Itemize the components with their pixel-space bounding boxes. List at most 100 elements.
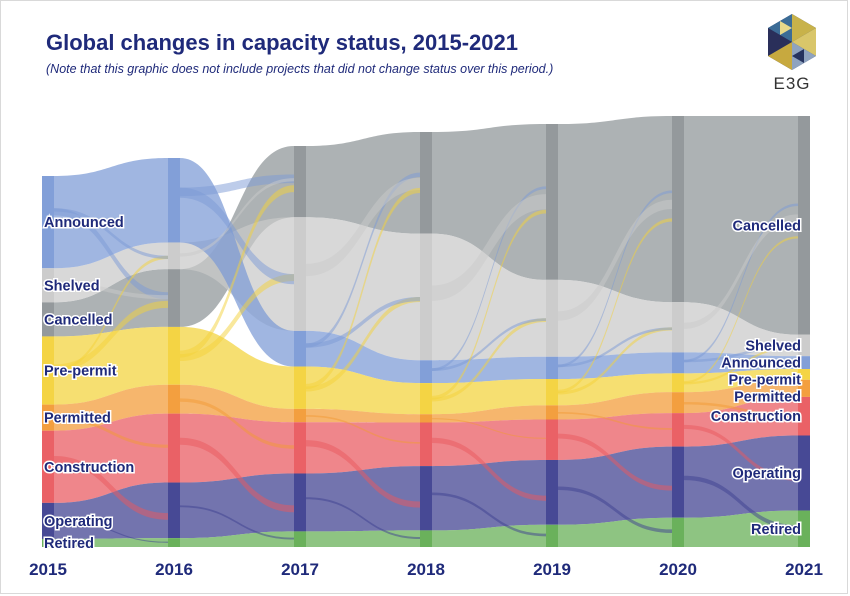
node-retired-2015 — [42, 538, 54, 547]
flow-cancelled-2017-2018 — [306, 132, 420, 234]
flow-pre-permit-to-cancelled-2019 — [558, 218, 672, 393]
flow-announced-to-shelved-2018 — [432, 318, 546, 371]
node-retired-2021 — [798, 510, 810, 547]
label-2015-permitted: Permitted — [44, 411, 111, 427]
label-2021-announced: Announced — [721, 356, 801, 372]
flow-announced-to-shelved-2020 — [684, 345, 798, 363]
label-2015-retired: Retired — [44, 536, 94, 552]
flow-announced-2015-2016 — [54, 158, 168, 269]
label-2021-pre-permit: Pre-permit — [728, 373, 801, 389]
flow-announced-to-cancelled-2019 — [558, 190, 672, 368]
flow-announced-2020-2021 — [684, 352, 798, 374]
node-pre-permit-2015 — [42, 336, 54, 405]
flow-shelved-to-cancelled-2015 — [54, 282, 168, 300]
flow-operating-2020-2021 — [684, 435, 798, 518]
flow-announced-to-shelved-2016 — [180, 187, 294, 285]
node-announced-2020 — [672, 352, 684, 374]
flow-construction-2018-2019 — [432, 419, 546, 467]
label-2021-permitted: Permitted — [734, 390, 801, 406]
e3g-logo: E3G — [762, 12, 822, 93]
label-2021-retired: Retired — [751, 522, 801, 538]
flow-pre-permit-2019-2020 — [558, 373, 672, 406]
year-axis: 2015 2016 2017 2018 2019 2020 2021 — [29, 560, 823, 579]
flow-permitted-to-construction-2020 — [684, 402, 798, 417]
node-permitted-2016 — [168, 384, 180, 414]
node-permitted-2020 — [672, 392, 684, 414]
flow-shelved-to-cancelled-2018 — [432, 194, 546, 301]
flow-operating-to-retired-2019 — [558, 486, 672, 533]
node-cancelled-2015 — [42, 302, 54, 337]
flow-construction-to-operating-2018 — [432, 437, 546, 501]
flow-construction-to-operating-2020 — [684, 424, 798, 481]
flow-announced-to-shelved-2015 — [54, 208, 168, 260]
flow-permitted-to-construction-2015 — [54, 416, 168, 448]
flow-shelved-to-cancelled-2017 — [306, 177, 420, 277]
flow-operating-2018-2019 — [432, 459, 546, 531]
label-2015-construction: Construction — [44, 460, 134, 476]
flow-operating-2015-2016 — [54, 482, 168, 539]
node-operating-2015 — [42, 502, 54, 539]
node-construction-2019 — [546, 419, 558, 460]
flow-pre-permit-2020-2021 — [684, 369, 798, 393]
node-operating-2021 — [798, 435, 810, 511]
flow-operating-to-retired-2017 — [306, 497, 420, 540]
year-label-2015: 2015 — [29, 560, 67, 579]
node-construction-2021 — [798, 396, 810, 436]
node-pre-permit-2021 — [798, 369, 810, 380]
node-cancelled-2017 — [294, 146, 306, 218]
label-2021-construction: Construction — [711, 409, 801, 425]
flow-retired-2015-2016 — [54, 538, 168, 547]
flow-shelved-to-cancelled-2020 — [684, 214, 798, 329]
flow-construction-2017-2018 — [306, 422, 420, 474]
node-retired-2016 — [168, 538, 180, 547]
flow-cancelled-2020-2021 — [684, 116, 798, 335]
flow-construction-2019-2020 — [558, 413, 672, 460]
flow-announced-to-cancelled-2018 — [432, 186, 546, 371]
logo-text: E3G — [773, 74, 811, 93]
node-shelved-2016 — [168, 242, 180, 270]
flow-pre-permit-2018-2019 — [432, 379, 546, 415]
flow-announced-to-cancelled-2020 — [684, 203, 798, 363]
flow-operating-2017-2018 — [306, 466, 420, 532]
flow-pre-permit-to-cancelled-2018 — [432, 209, 546, 400]
flow-pre-permit-to-cancelled-2020 — [684, 236, 798, 384]
flow-permitted-to-construction-2017 — [306, 415, 420, 444]
year-label-2021: 2021 — [785, 560, 823, 579]
chart-subtitle: (Note that this graphic does not include… — [46, 62, 554, 76]
flow-pre-permit-to-cancelled-2015 — [54, 300, 168, 372]
node-pre-permit-2016 — [168, 326, 180, 385]
flow-pre-permit-to-shelved-2015 — [54, 255, 168, 372]
label-2015-shelved: Shelved — [44, 278, 100, 294]
flow-retired-2020-2021 — [684, 510, 798, 547]
node-announced-2019 — [546, 356, 558, 380]
chart-title: Global changes in capacity status, 2015-… — [46, 30, 518, 55]
node-announced-2015 — [42, 176, 54, 269]
node-construction-2017 — [294, 422, 306, 474]
flow-operating-2016-2017 — [180, 473, 294, 539]
label-2021-shelved: Shelved — [745, 338, 801, 354]
node-construction-2016 — [168, 413, 180, 483]
node-permitted-2017 — [294, 408, 306, 423]
flow-pre-permit-to-shelved-2019 — [558, 327, 672, 395]
flow-pre-permit-2015-2016 — [54, 326, 168, 405]
flow-cancelled-2019-2020 — [558, 116, 672, 303]
node-pre-permit-2017 — [294, 366, 306, 409]
node-permitted-2019 — [546, 405, 558, 420]
node-announced-2018 — [420, 360, 432, 384]
flow-pre-permit-to-cancelled-2016 — [180, 185, 294, 358]
node-operating-2016 — [168, 482, 180, 539]
node-shelved-2017 — [294, 217, 306, 331]
label-2015-cancelled: Cancelled — [44, 312, 113, 328]
flow-announced-to-cancelled-2015 — [54, 208, 168, 300]
labels-layer: AnnouncedShelvedCancelledPre-permitPermi… — [43, 214, 803, 554]
year-label-2016: 2016 — [155, 560, 193, 579]
flow-announced-to-shelved-2019 — [558, 327, 672, 368]
node-shelved-2015 — [42, 268, 54, 303]
label-2021-operating: Operating — [733, 466, 801, 482]
node-operating-2018 — [420, 466, 432, 531]
label-2015-pre-permit: Pre-permit — [44, 364, 117, 380]
flow-construction-to-operating-2015 — [54, 455, 168, 520]
flow-announced-2017-2018 — [306, 330, 420, 384]
node-cancelled-2021 — [798, 116, 810, 335]
